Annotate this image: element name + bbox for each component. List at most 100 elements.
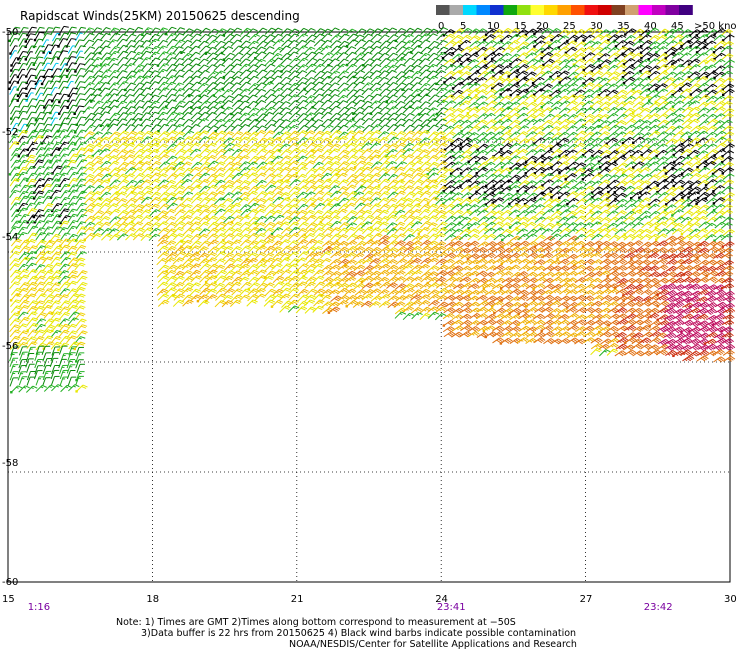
wind-barb <box>516 34 529 41</box>
wind-barb <box>42 159 53 168</box>
wind-barb <box>189 57 201 65</box>
wind-barb <box>723 295 736 303</box>
wind-barb <box>255 269 267 277</box>
wind-barb <box>419 46 432 54</box>
wind-barb <box>182 276 195 284</box>
wind-barb <box>132 57 144 65</box>
wind-barb <box>223 161 236 169</box>
wind-barb <box>232 45 244 53</box>
wind-barb <box>574 155 587 162</box>
wind-barb <box>180 39 193 48</box>
wind-barb <box>565 40 578 48</box>
wind-barb <box>166 45 178 54</box>
wind-barb <box>401 46 414 54</box>
wind-barb <box>459 34 472 42</box>
scale-label: 15 <box>514 21 527 32</box>
wind-barb <box>615 210 627 217</box>
wind-barb <box>526 47 539 55</box>
wind-barb <box>149 45 161 54</box>
wind-barb <box>279 257 291 265</box>
wind-barb <box>107 160 120 168</box>
wind-barb <box>564 173 578 181</box>
wind-barb <box>369 64 382 72</box>
wind-barb <box>182 209 195 217</box>
wind-barb <box>402 40 415 48</box>
wind-barb <box>197 40 209 48</box>
scale-label: 30 <box>590 21 603 32</box>
wind-barb <box>712 120 725 127</box>
wind-barb <box>287 28 300 36</box>
wind-barb <box>18 195 30 204</box>
wind-barb <box>525 233 538 241</box>
x-tick-label: 30 <box>724 594 737 605</box>
wind-barb <box>394 63 406 71</box>
wind-barb <box>74 39 85 48</box>
wind-barb <box>263 130 275 138</box>
wind-barb <box>613 185 627 194</box>
wind-barb <box>239 52 252 60</box>
wind-barb <box>264 40 276 48</box>
wind-barb <box>148 106 160 114</box>
wind-barb <box>551 83 564 90</box>
x-tick-label: 27 <box>580 594 593 605</box>
wind-barb <box>443 33 456 41</box>
wind-barb <box>714 221 727 229</box>
wind-barb <box>321 118 333 127</box>
wind-barb <box>476 40 489 48</box>
wind-barb <box>458 52 472 61</box>
wind-barb <box>720 119 733 127</box>
wind-barb <box>550 101 563 108</box>
wind-barb <box>377 221 389 229</box>
wind-barb <box>247 75 259 83</box>
wind-barb <box>386 52 399 60</box>
wind-barb <box>280 161 292 169</box>
wind-barb <box>713 252 726 259</box>
wind-barb <box>623 52 636 59</box>
wind-barb <box>402 148 414 156</box>
wind-barb <box>663 332 677 340</box>
wind-barb <box>639 125 652 133</box>
wind-barb <box>698 65 711 73</box>
wind-barb <box>567 324 580 331</box>
wind-barb <box>336 100 348 108</box>
scale-label: 25 <box>563 21 576 32</box>
y-tick-label: -50 <box>2 27 18 38</box>
wind-barb <box>99 32 111 41</box>
wind-barb <box>181 252 194 260</box>
wind-barb <box>231 252 243 260</box>
wind-barb <box>10 385 23 394</box>
wind-barb <box>230 63 242 71</box>
wind-barb <box>402 33 414 42</box>
wind-barb <box>248 245 260 253</box>
wind-barb <box>296 57 309 65</box>
wind-barb <box>248 87 260 96</box>
wind-barb <box>460 282 473 289</box>
wind-barb <box>656 161 669 169</box>
wind-barb <box>721 241 735 248</box>
wind-barb <box>90 27 102 35</box>
wind-barb <box>689 83 702 90</box>
wind-barb <box>483 46 496 53</box>
wind-barb <box>566 106 579 114</box>
wind-barb <box>24 51 33 61</box>
y-tick-label: -60 <box>2 577 18 588</box>
wind-barb <box>540 52 554 60</box>
wind-barb <box>264 288 277 296</box>
wind-barb <box>222 282 235 290</box>
wind-barb <box>140 57 152 65</box>
wind-barb <box>510 216 523 223</box>
wind-barb <box>591 46 604 53</box>
wind-barb <box>320 45 332 53</box>
wind-barb <box>117 142 129 150</box>
wind-barb <box>557 46 570 53</box>
wind-barb <box>26 45 37 54</box>
wind-barb <box>673 71 686 78</box>
wind-barb <box>616 325 629 332</box>
wind-barb <box>59 376 69 386</box>
wind-barb <box>491 28 504 36</box>
wind-barb <box>215 154 227 162</box>
wind-barb <box>75 50 83 60</box>
wind-barb <box>312 240 324 248</box>
wind-barb <box>205 191 218 199</box>
wind-barb <box>607 106 619 114</box>
